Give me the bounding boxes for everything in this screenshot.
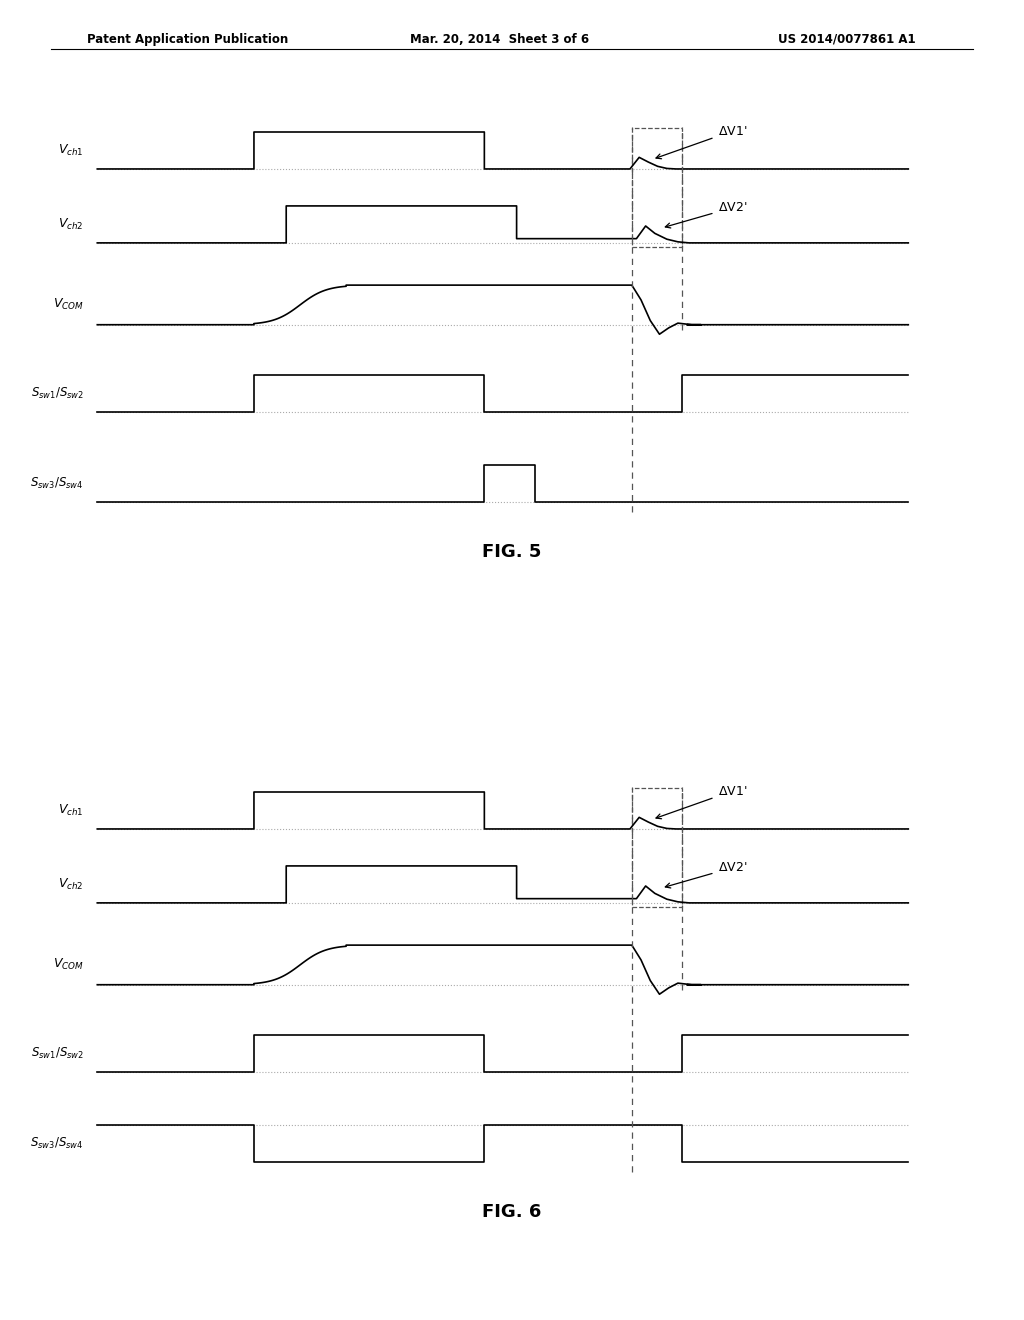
- Text: $V_{COM}$: $V_{COM}$: [52, 957, 84, 973]
- Text: FIG. 6: FIG. 6: [482, 1203, 542, 1221]
- Text: US 2014/0077861 A1: US 2014/0077861 A1: [778, 33, 915, 46]
- Text: Patent Application Publication: Patent Application Publication: [87, 33, 289, 46]
- Text: $V_{ch2}$: $V_{ch2}$: [58, 876, 84, 892]
- Text: Mar. 20, 2014  Sheet 3 of 6: Mar. 20, 2014 Sheet 3 of 6: [410, 33, 589, 46]
- Text: $V_{ch2}$: $V_{ch2}$: [58, 216, 84, 232]
- Text: $\Delta$V2': $\Delta$V2': [666, 201, 746, 228]
- Text: $V_{COM}$: $V_{COM}$: [52, 297, 84, 313]
- Text: $\Delta$V1': $\Delta$V1': [656, 124, 746, 158]
- Text: $S_{sw3}/S_{sw4}$: $S_{sw3}/S_{sw4}$: [30, 475, 84, 491]
- Text: $S_{sw3}/S_{sw4}$: $S_{sw3}/S_{sw4}$: [30, 1135, 84, 1151]
- Bar: [632, 128, 682, 247]
- Text: FIG. 5: FIG. 5: [482, 543, 542, 561]
- Text: $S_{sw1}/S_{sw2}$: $S_{sw1}/S_{sw2}$: [31, 1045, 84, 1061]
- Text: $V_{ch1}$: $V_{ch1}$: [57, 143, 84, 158]
- Text: $S_{sw1}/S_{sw2}$: $S_{sw1}/S_{sw2}$: [31, 385, 84, 401]
- Text: $\Delta$V1': $\Delta$V1': [656, 784, 746, 818]
- Text: $V_{ch1}$: $V_{ch1}$: [57, 803, 84, 818]
- Bar: [632, 788, 682, 907]
- Text: $\Delta$V2': $\Delta$V2': [666, 861, 746, 888]
